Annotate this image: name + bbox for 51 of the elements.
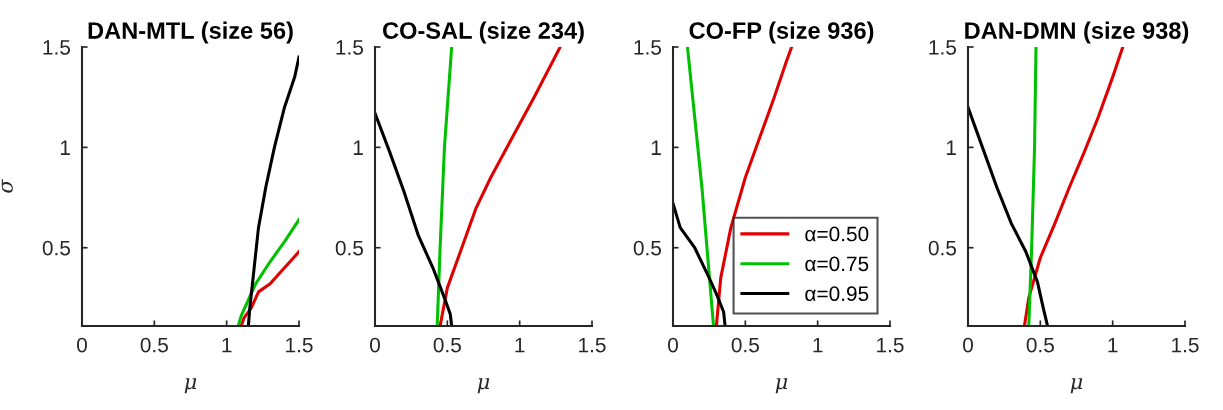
chart-title: CO-SAL (size 234) bbox=[383, 21, 584, 44]
x-tick-label: 1.5 bbox=[1172, 337, 1199, 353]
x-tick-label: 1 bbox=[222, 337, 232, 353]
legend-label: α=0.75 bbox=[805, 256, 869, 272]
x-tick-label: 0.5 bbox=[731, 337, 759, 353]
line-series bbox=[435, 47, 454, 326]
x-tick-label: 1.5 bbox=[877, 337, 904, 353]
y-axis-title: σ bbox=[1, 178, 13, 193]
x-tick-label: 1.5 bbox=[579, 337, 606, 353]
y-tick-label: 1.5 bbox=[336, 40, 364, 55]
line-series bbox=[246, 55, 299, 326]
x-tick-label: 1 bbox=[813, 337, 823, 353]
x-axis-title: μ bbox=[1070, 378, 1083, 394]
y-tick-label: 0.5 bbox=[633, 240, 662, 256]
x-tick-label: 0 bbox=[77, 337, 87, 353]
y-tick-label: 1 bbox=[353, 140, 363, 155]
legend-label: α=0.95 bbox=[805, 286, 869, 302]
y-tick-label: 1 bbox=[946, 140, 956, 155]
line-series bbox=[968, 105, 1050, 326]
x-tick-label: 0 bbox=[370, 337, 380, 353]
y-tick-label: 1 bbox=[60, 140, 70, 155]
line-series bbox=[673, 202, 727, 326]
line-series bbox=[375, 111, 454, 326]
legend-label: α=0.50 bbox=[805, 226, 869, 242]
chart-title: CO-FP (size 936) bbox=[689, 21, 874, 44]
x-axis-title: μ bbox=[775, 378, 788, 394]
line-series bbox=[1022, 47, 1125, 326]
x-tick-label: 0 bbox=[963, 337, 973, 353]
y-tick-label: 0.5 bbox=[42, 240, 71, 256]
x-tick-label: 0.5 bbox=[1026, 337, 1054, 353]
y-tick-label: 1.5 bbox=[634, 40, 662, 55]
x-tick-label: 1 bbox=[1108, 337, 1118, 353]
line-series bbox=[236, 218, 299, 326]
x-axis-title: μ bbox=[184, 378, 197, 394]
x-axis-title: μ bbox=[477, 378, 490, 394]
chart-title: DAN-DMN (size 938) bbox=[965, 21, 1189, 44]
line-series bbox=[438, 47, 562, 326]
line-series bbox=[714, 47, 794, 326]
y-tick-label: 1.5 bbox=[43, 40, 71, 55]
y-tick-label: 0.5 bbox=[335, 240, 364, 256]
y-tick-label: 0.5 bbox=[928, 240, 957, 256]
y-tick-label: 1.5 bbox=[929, 40, 957, 55]
line-series bbox=[239, 250, 299, 326]
x-tick-label: 0 bbox=[668, 337, 678, 353]
x-tick-label: 0.5 bbox=[140, 337, 168, 353]
x-tick-label: 0.5 bbox=[433, 337, 461, 353]
x-tick-label: 1 bbox=[515, 337, 525, 353]
line-series bbox=[1027, 47, 1038, 326]
x-tick-label: 1.5 bbox=[286, 337, 313, 353]
y-tick-label: 1 bbox=[651, 140, 661, 155]
chart-title: DAN-MTL (size 56) bbox=[88, 21, 293, 44]
